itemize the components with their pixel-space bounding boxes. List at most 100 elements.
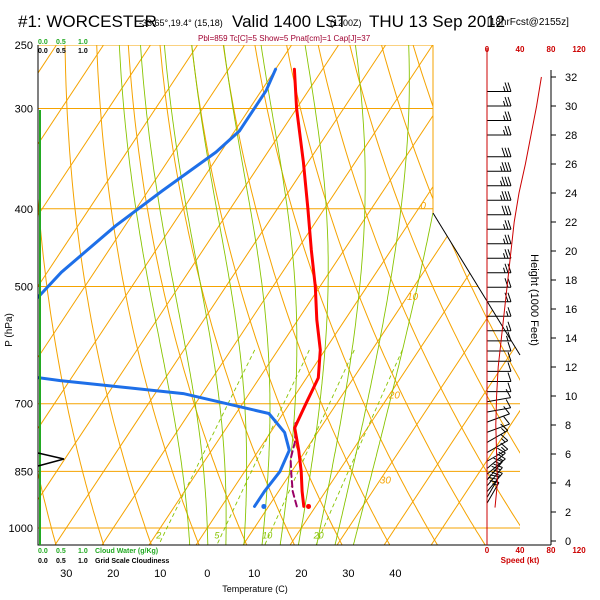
isotherm-label: 30 — [380, 475, 392, 486]
isotherm-line — [430, 45, 520, 545]
moist-adiabat — [163, 45, 227, 545]
stability-indices: Pbl=859 Tc[C]=5 Show=5 Pnat[cm]=1 Cap[J]… — [198, 34, 371, 43]
isotherm-label: 0 — [465, 134, 471, 145]
height-tick-label: 4 — [565, 478, 571, 490]
height-tick-label: 8 — [565, 420, 571, 432]
barb-flag — [507, 352, 512, 362]
temperature-surface-point — [306, 503, 312, 509]
title-bar: #1: WORCESTER -33.65°,19.4° (15,18) Vali… — [0, 0, 600, 43]
dry-adiabat — [540, 45, 600, 545]
temperature-tick-label: 20 — [107, 568, 119, 580]
wind-barb — [487, 205, 512, 216]
wind-barb — [487, 292, 512, 303]
pressure-tick-label: 400 — [15, 204, 33, 216]
barb-flag — [505, 389, 512, 398]
mixing-ratio-label: 10 — [262, 530, 272, 540]
barb-flag — [507, 111, 512, 121]
height-tick-label: 30 — [565, 101, 577, 113]
temperature-tick-label: 30 — [342, 568, 354, 580]
dry-adiabat — [222, 45, 391, 545]
barb-half-flag — [506, 335, 509, 342]
isotherm-label: 0 — [420, 201, 426, 212]
barb-flag — [491, 471, 501, 477]
valid-time: Valid 1400 LST — [232, 12, 347, 31]
barb-staff — [486, 407, 511, 413]
barb-flag — [504, 234, 509, 244]
temperature-tick-label: 40 — [389, 568, 401, 580]
dry-adiabat — [127, 45, 248, 545]
station-coords: -33.65°,19.4° (15,18) — [139, 18, 223, 28]
wind-barb — [487, 307, 512, 317]
speed-tick-bottom: 40 — [516, 546, 525, 555]
barb-flag — [504, 111, 509, 121]
dewpoint-line — [38, 67, 291, 508]
wind-barb — [487, 372, 512, 382]
wind-barb — [486, 463, 503, 487]
height-tick-label: 14 — [565, 333, 577, 345]
dry-adiabat — [317, 45, 520, 545]
barb-half-flag — [503, 238, 506, 244]
moist-adiabat — [223, 45, 271, 545]
speed-tick-bottom: 0 — [485, 546, 490, 555]
dry-adiabat — [254, 45, 438, 545]
barb-staff — [486, 440, 509, 453]
barb-flag — [507, 372, 512, 382]
height-tick-label: 6 — [565, 449, 571, 461]
chart-frame — [37, 45, 551, 546]
barb-flag — [507, 278, 512, 288]
wind-barb — [487, 331, 512, 342]
barb-flag — [504, 162, 509, 172]
height-tick-label: 18 — [565, 275, 577, 287]
mixing-ratio-line — [264, 349, 355, 545]
barb-staff — [486, 397, 511, 403]
dry-adiabat — [64, 45, 152, 545]
barb-flag — [504, 220, 509, 230]
isotherm-line — [101, 45, 434, 545]
speed-tick-bottom: 120 — [572, 546, 586, 555]
barb-half-flag — [503, 267, 506, 273]
speed-axis-label: Speed (kt) — [501, 556, 540, 565]
cloudiness-scale-bottom-label: 1.0 — [78, 558, 88, 565]
dry-adiabat — [507, 45, 520, 545]
barb-flag — [504, 82, 509, 92]
wind-barb — [487, 220, 512, 230]
wind-barb — [487, 96, 512, 107]
barb-half-flag — [498, 451, 504, 456]
wind-barb — [486, 416, 510, 433]
barb-half-flag — [498, 457, 504, 462]
dry-adiabat — [444, 45, 520, 545]
grid-cloudiness-label: Grid Scale Cloudiness — [95, 558, 169, 565]
barb-flag — [500, 423, 509, 431]
barb-flag — [507, 362, 512, 372]
barb-flag — [501, 162, 506, 172]
barb-flag — [501, 191, 506, 201]
wind-barb — [487, 234, 512, 245]
barb-staff — [486, 413, 510, 423]
dewpoint-surface-point — [261, 503, 267, 509]
height-tick-label: 26 — [565, 159, 577, 171]
barb-staff — [486, 448, 509, 462]
isotherm-label: 20 — [388, 391, 401, 402]
cloudiness-scale-top-label: 0.0 — [38, 48, 48, 55]
dry-adiabat — [571, 45, 600, 545]
wind-barb — [487, 111, 512, 121]
dry-adiabat — [349, 45, 520, 545]
barb-flag — [507, 292, 512, 302]
mixing-ratio-label: 20 — [313, 530, 324, 540]
wind-barb — [487, 362, 512, 372]
barb-staff — [486, 467, 503, 487]
temperature-axis-label: Temperature (C) — [222, 584, 288, 594]
barb-flag — [504, 205, 509, 215]
barb-flag — [507, 331, 512, 342]
barb-half-flag — [506, 311, 509, 317]
wind-barb — [486, 389, 512, 403]
isotherm-line — [0, 45, 9, 545]
cloudiness-scale-top-label: 0.5 — [56, 48, 66, 55]
dry-adiabat — [159, 45, 295, 545]
temperature-tick-label: 10 — [154, 568, 166, 580]
barb-half-flag — [500, 166, 503, 172]
wind-barb — [486, 406, 510, 423]
isotherm-line — [383, 45, 520, 545]
isotherm-line — [38, 45, 151, 545]
barb-flag — [501, 176, 506, 186]
